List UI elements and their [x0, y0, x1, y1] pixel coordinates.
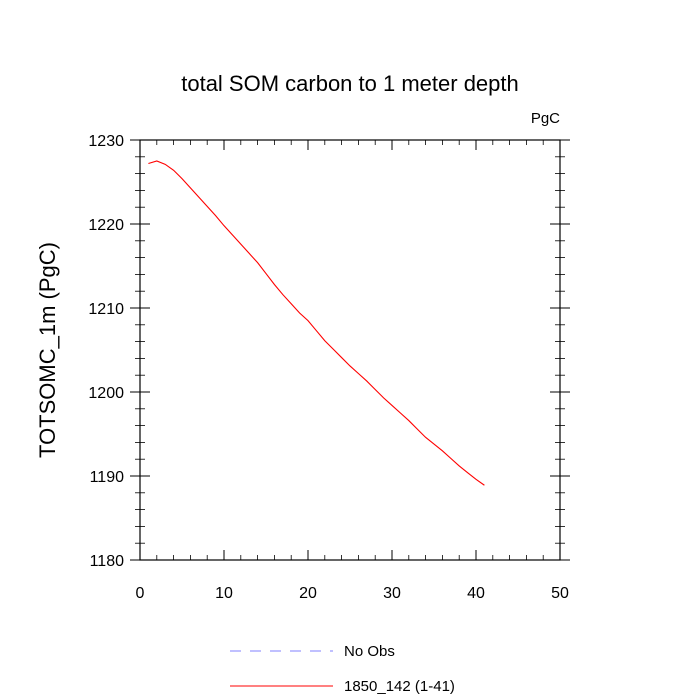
y-axis-label: TOTSOMC_1m (PgC): [35, 242, 60, 458]
legend-label-0: No Obs: [344, 643, 395, 660]
y-tick-labels: 1180 1190 1200 1210 1220 1230: [88, 133, 124, 570]
x-tick-label: 0: [136, 585, 145, 602]
x-tick-label: 50: [551, 585, 569, 602]
legend: No Obs 1850_142 (1-41): [230, 643, 455, 695]
plot-frame: [139, 139, 561, 561]
y-tick-label: 1180: [90, 553, 125, 570]
x-tick-labels: 0 10 20 30 40 50: [136, 585, 569, 602]
y-tick-label: 1230: [88, 133, 124, 150]
units-label: PgC: [531, 110, 560, 127]
major-ticks: [130, 139, 570, 561]
y-tick-label: 1190: [90, 469, 125, 486]
x-tick-label: 30: [383, 585, 401, 602]
y-tick-label: 1200: [88, 385, 124, 402]
x-tick-label: 10: [215, 585, 233, 602]
series-layer: [148, 160, 485, 486]
series-line-1: [148, 160, 485, 486]
x-tick-label: 40: [467, 585, 485, 602]
x-tick-label: 20: [299, 585, 317, 602]
minor-ticks: [135, 140, 565, 560]
y-tick-label: 1220: [88, 217, 124, 234]
y-tick-label: 1210: [88, 301, 124, 318]
legend-label-1: 1850_142 (1-41): [344, 678, 455, 695]
chart-title: total SOM carbon to 1 meter depth: [181, 71, 519, 96]
